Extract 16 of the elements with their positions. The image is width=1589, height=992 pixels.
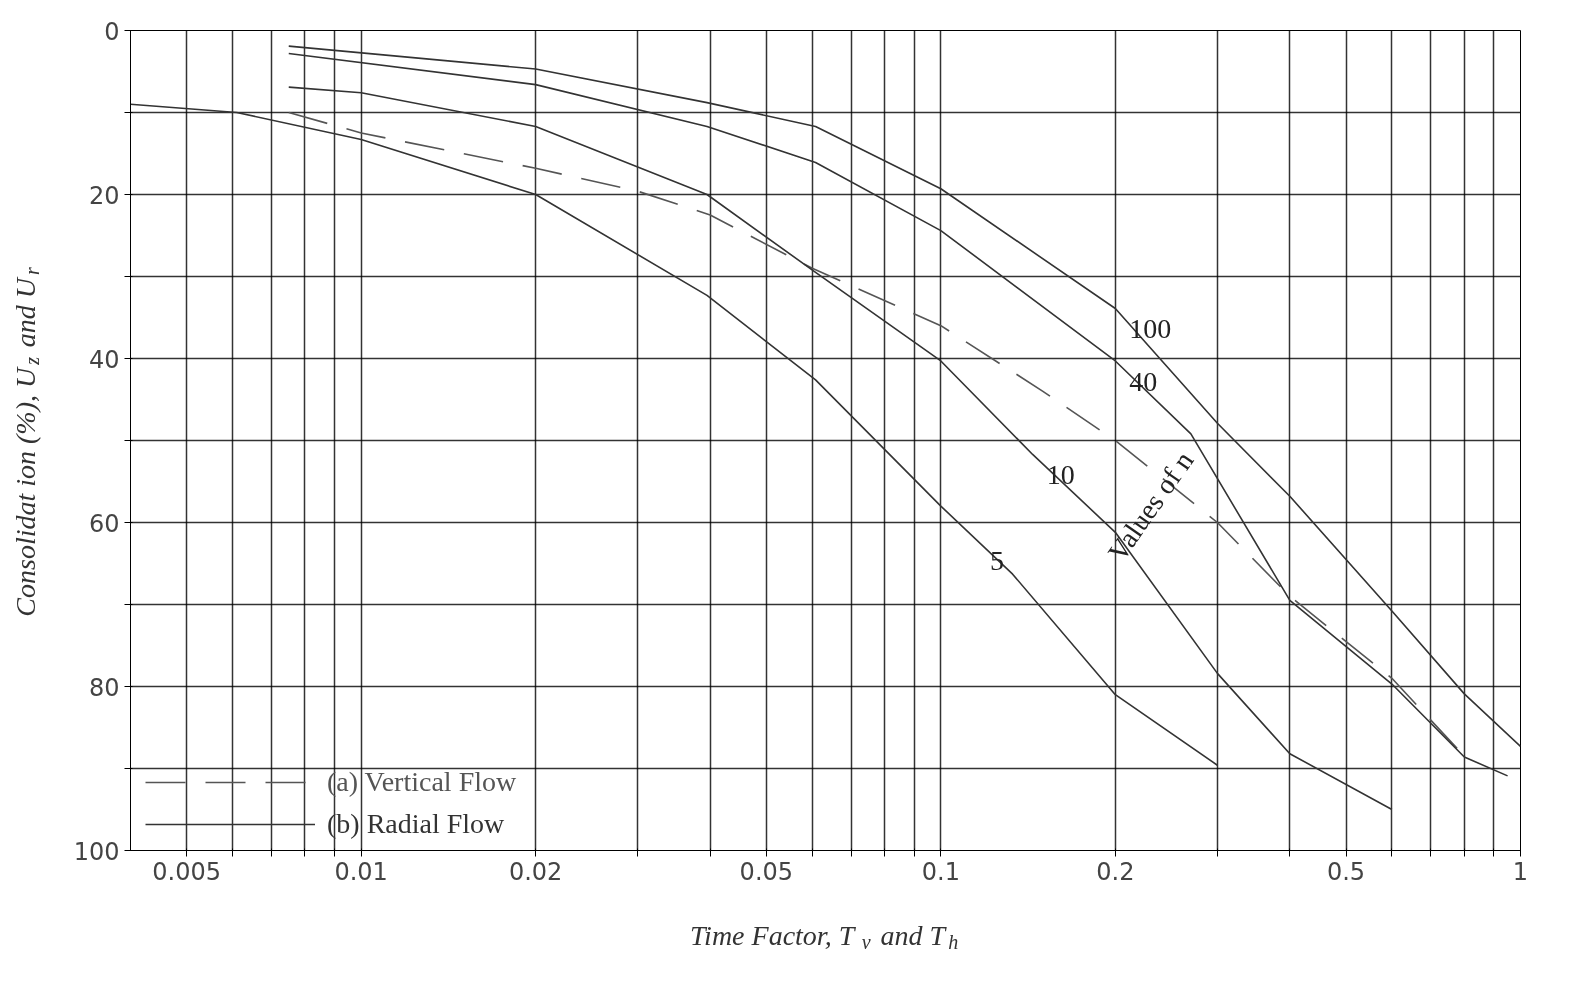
x-tick-label: 0.2 <box>1096 857 1135 886</box>
x-tick-label: 0.05 <box>739 857 794 886</box>
y-tick-label: 60 <box>88 509 120 538</box>
y-tick-label: 40 <box>88 345 120 374</box>
y-tick-label: 20 <box>88 181 120 210</box>
x-tick-label: 0.01 <box>334 857 388 886</box>
x-tick-label: 0.005 <box>152 857 222 886</box>
y-tick-label: 80 <box>88 673 120 702</box>
y-axis-title: Consolidat ion (%), Uz and Ur <box>10 266 43 617</box>
annotation: 100 <box>1129 313 1172 345</box>
x-tick-label: 0.02 <box>508 857 563 886</box>
y-tick-label: 0 <box>104 17 120 46</box>
x-tick-label: 0.5 <box>1326 857 1366 886</box>
x-tick-label: 0.1 <box>921 857 960 886</box>
x-tick-label: 1 <box>1512 857 1529 886</box>
y-tick-label: 100 <box>73 837 120 866</box>
